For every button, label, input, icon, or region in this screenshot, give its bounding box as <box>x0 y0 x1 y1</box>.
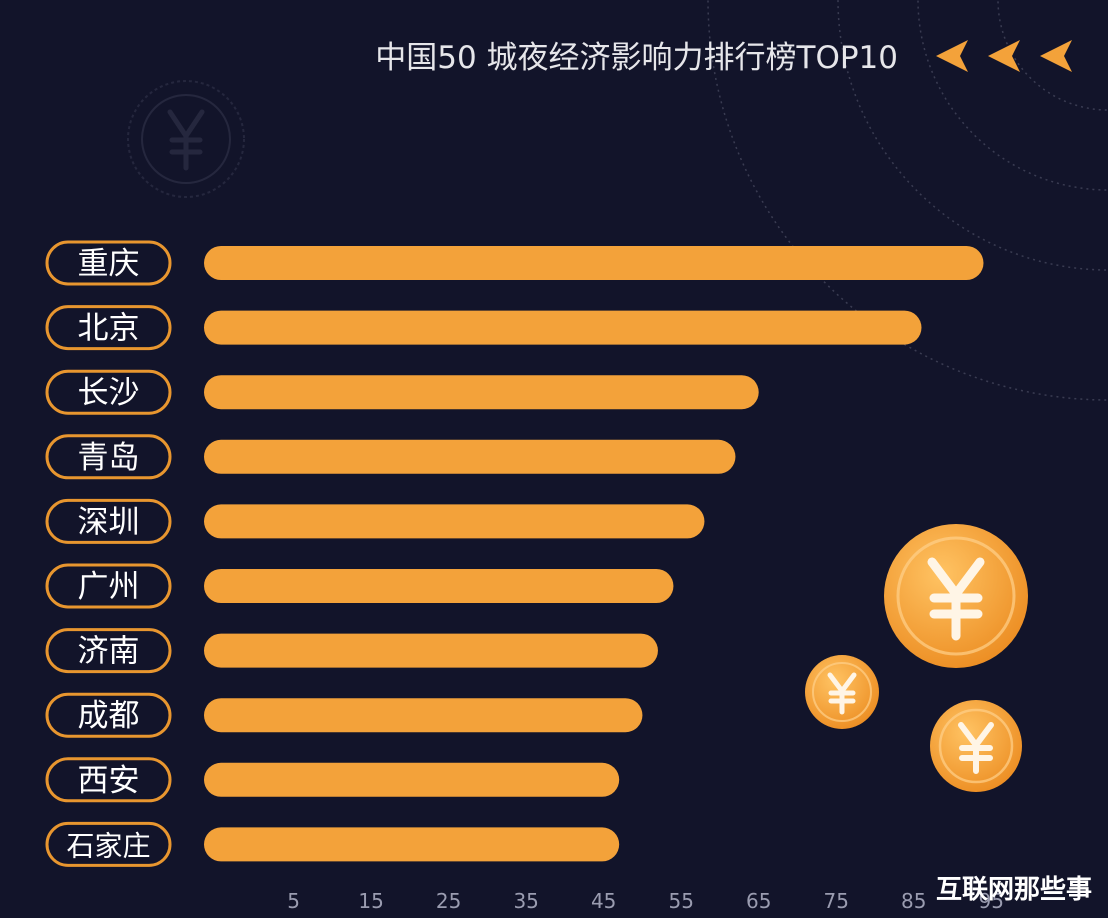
bar-6 <box>204 633 658 668</box>
bar-4 <box>204 504 705 539</box>
category-label: 深圳 <box>78 504 140 540</box>
yuan-emblem-icon <box>127 80 245 198</box>
bar-3 <box>204 439 736 474</box>
x-tick-label: 85 <box>901 889 926 913</box>
yuan-coin-icon <box>930 700 1022 792</box>
category-label: 石家庄 <box>66 829 150 862</box>
category-label-pill <box>45 628 172 674</box>
yuan-coin-icon <box>805 655 879 729</box>
category-label: 广州 <box>78 569 140 605</box>
x-tick-label: 35 <box>513 889 538 913</box>
bar-0 <box>204 246 984 280</box>
bar-2 <box>204 375 759 410</box>
x-tick-label: 95 <box>979 889 1004 913</box>
category-label-pill <box>45 434 172 480</box>
category-label: 长沙 <box>78 375 140 411</box>
bar-5 <box>204 569 674 603</box>
x-tick-label: 75 <box>823 889 848 913</box>
chart-title: 中国50 城夜经济影响力排行榜TOP10 <box>375 40 898 76</box>
category-label: 青岛 <box>78 440 140 476</box>
category-label: 北京 <box>78 311 140 347</box>
yuan-coin-icon <box>884 524 1028 668</box>
bar-8 <box>204 762 620 797</box>
category-label: 济南 <box>78 634 140 670</box>
bar-1 <box>204 310 922 345</box>
x-tick-label: 55 <box>668 889 693 913</box>
category-label-pill <box>45 305 172 351</box>
x-tick-label: 25 <box>436 889 461 913</box>
category-label: 重庆 <box>78 246 140 282</box>
x-tick-label: 65 <box>746 889 771 913</box>
category-label-pill <box>45 757 172 803</box>
category-label-pill <box>45 240 172 286</box>
bar-9 <box>204 827 620 862</box>
category-label-pill <box>45 369 172 415</box>
chevron-left-icon <box>936 40 1072 72</box>
category-label: 成都 <box>78 698 140 734</box>
category-label: 西安 <box>78 763 140 799</box>
category-label-pill <box>45 821 172 867</box>
bars-layer <box>204 246 984 862</box>
x-tick-label: 45 <box>591 889 616 913</box>
bar-7 <box>204 698 643 733</box>
watermark: 互联网那些事 <box>936 875 1092 905</box>
category-label-pill <box>45 563 172 609</box>
x-tick-label: 15 <box>358 889 383 913</box>
x-tick-label: 5 <box>287 889 300 913</box>
category-label-pill <box>45 692 172 738</box>
x-axis-ticks: 5 15 25 35 45 55 65 75 85 95 <box>287 889 1004 913</box>
category-label-pill <box>45 498 172 544</box>
